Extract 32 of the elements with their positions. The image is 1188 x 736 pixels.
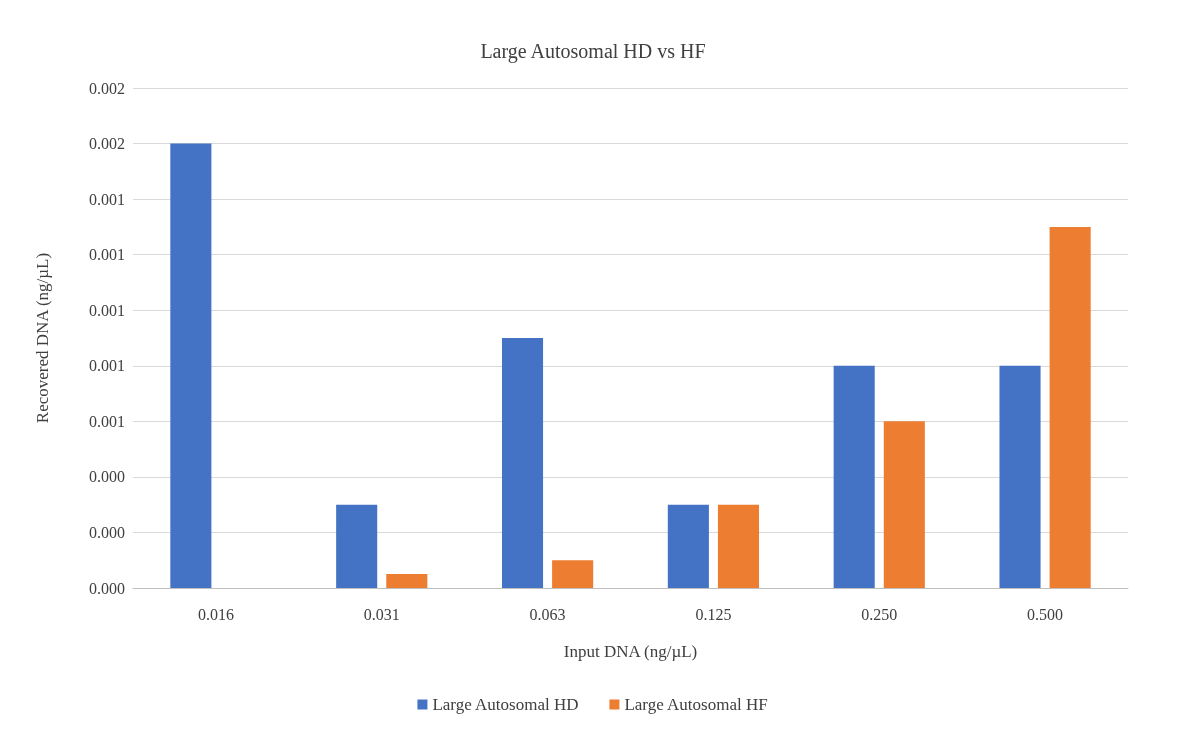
y-tick-label: 0.002 [89, 79, 125, 97]
y-tick-label: 0.000 [89, 523, 125, 541]
bar [1049, 226, 1091, 588]
y-tick-label: 0.002 [89, 135, 125, 153]
y-tick-label: 0.000 [89, 468, 125, 486]
y-tick-label: 0.001 [89, 301, 125, 319]
y-tick-label: 0.001 [89, 246, 125, 264]
legend-label: Large Autosomal HD [432, 695, 579, 714]
chart-title: Large Autosomal HD vs HF [480, 40, 706, 63]
bar [552, 560, 594, 588]
bar [833, 365, 875, 588]
legend-label: Large Autosomal HF [624, 695, 768, 714]
bar [717, 504, 760, 588]
x-tick-label: 0.500 [1027, 605, 1064, 623]
bar [883, 421, 925, 588]
y-axis-title: Recovered DNA (ng/µL) [33, 252, 52, 424]
bar [336, 504, 378, 588]
x-tick-label: 0.250 [861, 605, 898, 623]
x-axis-title: Input DNA (ng/µL) [563, 642, 698, 661]
y-tick-label: 0.001 [89, 357, 125, 375]
bar [999, 365, 1041, 588]
bar [170, 143, 212, 588]
x-tick-label: 0.125 [695, 605, 732, 623]
y-tick-label: 0.000 [89, 579, 125, 597]
bar [386, 574, 428, 588]
x-tick-label: 0.016 [197, 605, 234, 623]
x-tick-label: 0.063 [529, 605, 566, 623]
y-tick-label: 0.001 [89, 190, 125, 208]
x-tick-label: 0.031 [363, 605, 400, 623]
y-tick-label: 0.001 [89, 412, 125, 430]
bar [667, 504, 709, 588]
bar [501, 338, 544, 588]
